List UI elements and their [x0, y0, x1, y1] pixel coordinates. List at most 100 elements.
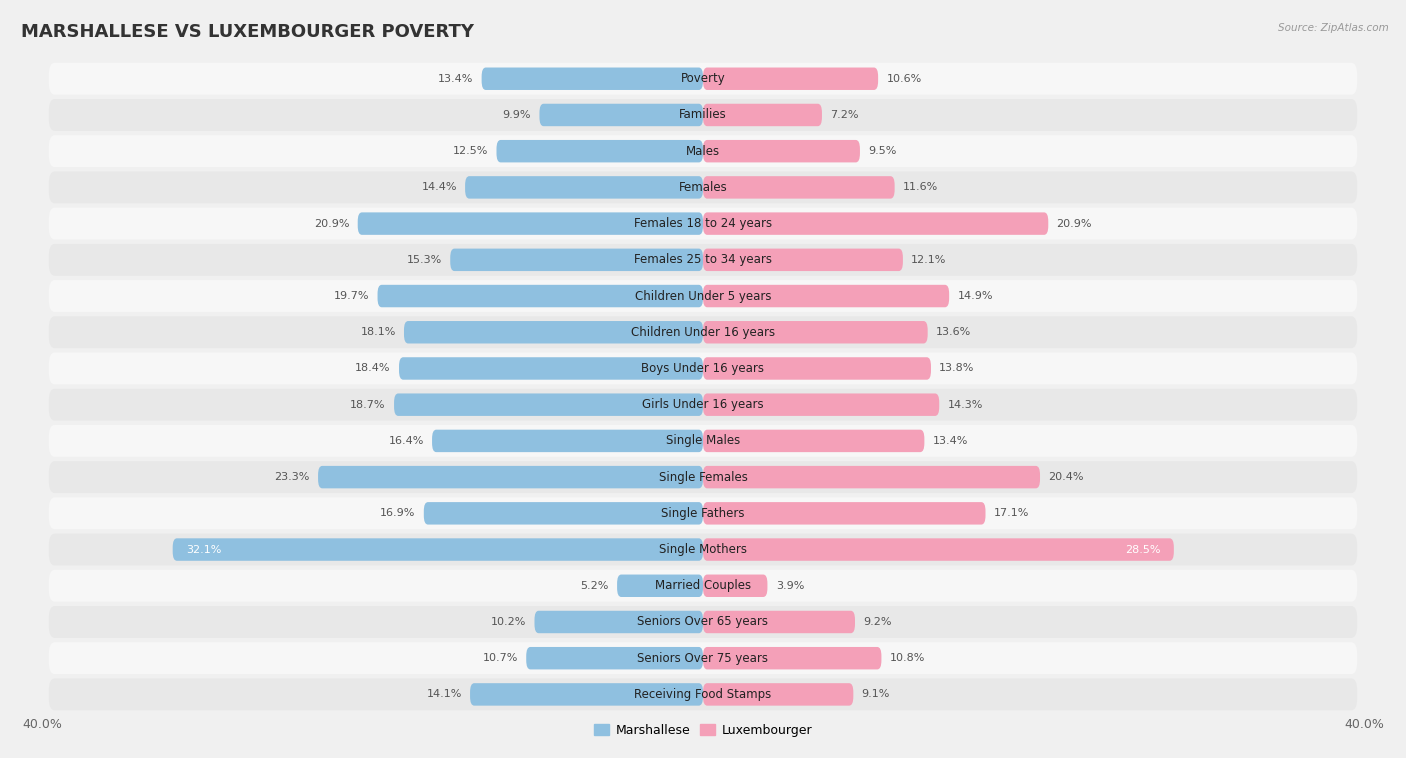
Text: Females: Females [679, 181, 727, 194]
FancyBboxPatch shape [378, 285, 703, 307]
Text: 13.4%: 13.4% [932, 436, 967, 446]
FancyBboxPatch shape [703, 104, 823, 126]
Text: 14.1%: 14.1% [426, 690, 461, 700]
FancyBboxPatch shape [49, 389, 1357, 421]
Text: 16.9%: 16.9% [380, 509, 416, 518]
FancyBboxPatch shape [703, 575, 768, 597]
Legend: Marshallese, Luxembourger: Marshallese, Luxembourger [589, 719, 817, 742]
FancyBboxPatch shape [703, 67, 879, 90]
FancyBboxPatch shape [49, 425, 1357, 457]
Text: Single Females: Single Females [658, 471, 748, 484]
Text: 9.2%: 9.2% [863, 617, 891, 627]
Text: Girls Under 16 years: Girls Under 16 years [643, 398, 763, 411]
Text: Single Mothers: Single Mothers [659, 543, 747, 556]
FancyBboxPatch shape [703, 249, 903, 271]
Text: Males: Males [686, 145, 720, 158]
Text: Children Under 16 years: Children Under 16 years [631, 326, 775, 339]
FancyBboxPatch shape [49, 461, 1357, 493]
FancyBboxPatch shape [49, 606, 1357, 638]
Text: Married Couples: Married Couples [655, 579, 751, 592]
FancyBboxPatch shape [423, 502, 703, 525]
Text: Boys Under 16 years: Boys Under 16 years [641, 362, 765, 375]
FancyBboxPatch shape [703, 357, 931, 380]
FancyBboxPatch shape [703, 611, 855, 633]
FancyBboxPatch shape [534, 611, 703, 633]
Text: 20.4%: 20.4% [1049, 472, 1084, 482]
Text: 32.1%: 32.1% [186, 544, 221, 555]
Text: 9.1%: 9.1% [862, 690, 890, 700]
Text: 10.6%: 10.6% [886, 74, 921, 83]
Text: 11.6%: 11.6% [903, 183, 938, 193]
FancyBboxPatch shape [703, 212, 1049, 235]
Text: 12.5%: 12.5% [453, 146, 488, 156]
FancyBboxPatch shape [49, 63, 1357, 95]
FancyBboxPatch shape [703, 683, 853, 706]
FancyBboxPatch shape [49, 244, 1357, 276]
Text: Females 25 to 34 years: Females 25 to 34 years [634, 253, 772, 266]
FancyBboxPatch shape [703, 502, 986, 525]
Text: 13.4%: 13.4% [439, 74, 474, 83]
FancyBboxPatch shape [49, 642, 1357, 674]
FancyBboxPatch shape [540, 104, 703, 126]
Text: 20.9%: 20.9% [314, 218, 350, 229]
Text: 7.2%: 7.2% [830, 110, 859, 120]
Text: Source: ZipAtlas.com: Source: ZipAtlas.com [1278, 23, 1389, 33]
Text: Poverty: Poverty [681, 72, 725, 85]
FancyBboxPatch shape [703, 285, 949, 307]
FancyBboxPatch shape [703, 430, 924, 452]
FancyBboxPatch shape [526, 647, 703, 669]
FancyBboxPatch shape [404, 321, 703, 343]
Text: 16.4%: 16.4% [388, 436, 423, 446]
FancyBboxPatch shape [49, 497, 1357, 529]
FancyBboxPatch shape [49, 280, 1357, 312]
FancyBboxPatch shape [49, 99, 1357, 131]
FancyBboxPatch shape [482, 67, 703, 90]
FancyBboxPatch shape [49, 534, 1357, 565]
Text: 28.5%: 28.5% [1125, 544, 1160, 555]
Text: 17.1%: 17.1% [994, 509, 1029, 518]
Text: Seniors Over 75 years: Seniors Over 75 years [637, 652, 769, 665]
FancyBboxPatch shape [450, 249, 703, 271]
Text: 13.6%: 13.6% [936, 327, 972, 337]
Text: 14.4%: 14.4% [422, 183, 457, 193]
Text: 20.9%: 20.9% [1056, 218, 1092, 229]
Text: 12.1%: 12.1% [911, 255, 946, 265]
Text: Seniors Over 65 years: Seniors Over 65 years [637, 615, 769, 628]
Text: 15.3%: 15.3% [406, 255, 441, 265]
FancyBboxPatch shape [470, 683, 703, 706]
Text: 3.9%: 3.9% [776, 581, 804, 590]
FancyBboxPatch shape [49, 570, 1357, 602]
Text: 9.5%: 9.5% [868, 146, 897, 156]
FancyBboxPatch shape [465, 176, 703, 199]
FancyBboxPatch shape [496, 140, 703, 162]
FancyBboxPatch shape [399, 357, 703, 380]
FancyBboxPatch shape [49, 352, 1357, 384]
FancyBboxPatch shape [703, 140, 860, 162]
Text: MARSHALLESE VS LUXEMBOURGER POVERTY: MARSHALLESE VS LUXEMBOURGER POVERTY [21, 23, 474, 41]
Text: 9.9%: 9.9% [503, 110, 531, 120]
FancyBboxPatch shape [703, 393, 939, 416]
Text: 10.7%: 10.7% [482, 653, 517, 663]
FancyBboxPatch shape [394, 393, 703, 416]
FancyBboxPatch shape [49, 171, 1357, 203]
Text: Families: Families [679, 108, 727, 121]
Text: Females 18 to 24 years: Females 18 to 24 years [634, 217, 772, 230]
FancyBboxPatch shape [49, 135, 1357, 167]
FancyBboxPatch shape [49, 678, 1357, 710]
Text: 14.9%: 14.9% [957, 291, 993, 301]
FancyBboxPatch shape [173, 538, 703, 561]
Text: Single Fathers: Single Fathers [661, 507, 745, 520]
Text: 10.2%: 10.2% [491, 617, 526, 627]
Text: 13.8%: 13.8% [939, 364, 974, 374]
Text: Receiving Food Stamps: Receiving Food Stamps [634, 688, 772, 701]
FancyBboxPatch shape [432, 430, 703, 452]
FancyBboxPatch shape [703, 176, 894, 199]
FancyBboxPatch shape [357, 212, 703, 235]
FancyBboxPatch shape [617, 575, 703, 597]
FancyBboxPatch shape [703, 538, 1174, 561]
FancyBboxPatch shape [49, 316, 1357, 348]
Text: 14.3%: 14.3% [948, 399, 983, 409]
Text: Single Males: Single Males [666, 434, 740, 447]
FancyBboxPatch shape [703, 321, 928, 343]
Text: 19.7%: 19.7% [333, 291, 370, 301]
